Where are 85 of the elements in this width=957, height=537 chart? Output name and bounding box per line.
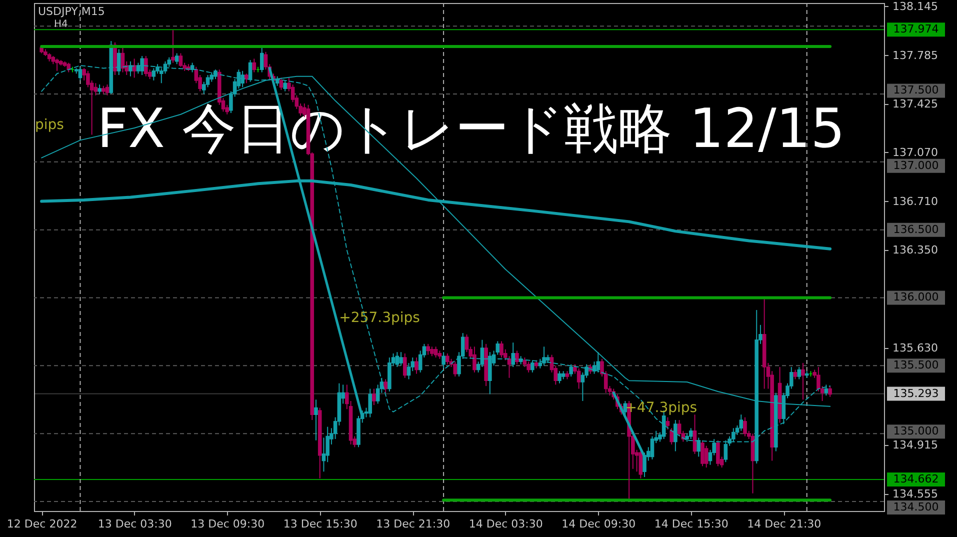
candlestick [55,58,59,72]
candlestick [689,428,693,440]
x-tick-label: 13 Dec 21:30 [376,518,450,530]
y-tick-label: 137.785 [892,48,938,62]
candlestick [700,440,704,467]
x-tick-label: 14 Dec 09:30 [562,518,636,530]
y-tick-label: 136.710 [892,194,938,208]
candlestick [558,370,562,384]
candlestick [739,414,744,432]
candlestick [399,352,403,366]
ref-line-label: 135.000 [893,424,939,438]
candlestick [442,352,446,369]
candlestick [98,84,102,95]
x-tick-label: 14 Dec 15:30 [654,518,728,530]
candlestick [670,428,674,445]
candlestick [152,68,156,81]
candlestick [692,414,697,454]
candlestick [132,58,136,78]
y-tick-label: 137.070 [892,146,938,159]
x-tick-label: 12 Dec 2022 [6,518,78,530]
candlestick [78,66,82,81]
y-tick-label: 134.555 [892,488,938,501]
annotation: +257.3pips [339,310,420,326]
candlestick [66,62,71,73]
ref-line-label: 135.293 [893,386,939,400]
candlestick [704,445,708,468]
candlestick [368,388,372,418]
ref-line-label: 137.000 [893,158,939,172]
candlestick [244,73,248,84]
y-tick-label: 138.145 [892,0,938,13]
x-tick-label: 14 Dec 03:30 [468,518,543,530]
candlestick [453,361,458,378]
candlestick [542,346,546,366]
candlestick [279,77,284,90]
candlestick [530,360,534,373]
x-tick-label: 13 Dec 15:30 [283,518,358,530]
y-tick-label: 136.350 [892,244,938,257]
candlestick [596,352,600,373]
candlestick [434,346,438,358]
candlestick [716,440,720,467]
candlestick [402,352,407,378]
candlestick [105,84,110,96]
x-tick-label: 13 Dec 09:30 [190,518,265,530]
annotation: H4 [54,19,68,30]
candlestick [314,399,318,441]
candlestick [252,58,256,73]
chart-subtitle: USDJPY,M15 [38,5,105,18]
candlestick [283,80,287,92]
y-tick-label: 135.630 [892,342,938,355]
candlestick [171,30,175,64]
candlestick [426,343,430,356]
candlestick [793,369,798,380]
candlestick [178,52,183,68]
candlestick [174,52,179,65]
candlestick [569,364,573,378]
candlestick [500,340,504,358]
candlestick [414,357,418,374]
candlestick [743,416,747,437]
candlestick [430,346,434,357]
candlestick [515,350,519,365]
ref-line-label: 136.000 [893,290,939,304]
candlestick [511,342,516,368]
ref-line-label: 134.500 [893,500,939,514]
y-tick-label: 137.425 [892,98,938,111]
candlestick [526,361,530,373]
candlestick [472,346,476,373]
candlestick [828,386,832,398]
candlestick [144,55,148,77]
ref-line-label: 134.662 [893,472,939,486]
candlestick [384,378,388,394]
y-tick-label: 134.915 [892,438,938,452]
x-tick-label: 13 Dec 03:30 [98,518,172,530]
candlestick [260,47,264,73]
candlestick [801,362,805,400]
ref-line-label: 137.500 [893,84,939,97]
candlestick [576,368,581,390]
candlestick [666,416,670,430]
candlestick [446,352,450,365]
ref-line-label: 137.974 [893,22,939,36]
annotation: pips [35,117,64,133]
candlestick [797,366,802,380]
x-tick-label: 14 Dec 21:30 [747,518,822,530]
candlestick [372,388,376,406]
ref-line-label: 136.500 [893,222,939,236]
ref-line-label: 135.500 [893,358,939,372]
